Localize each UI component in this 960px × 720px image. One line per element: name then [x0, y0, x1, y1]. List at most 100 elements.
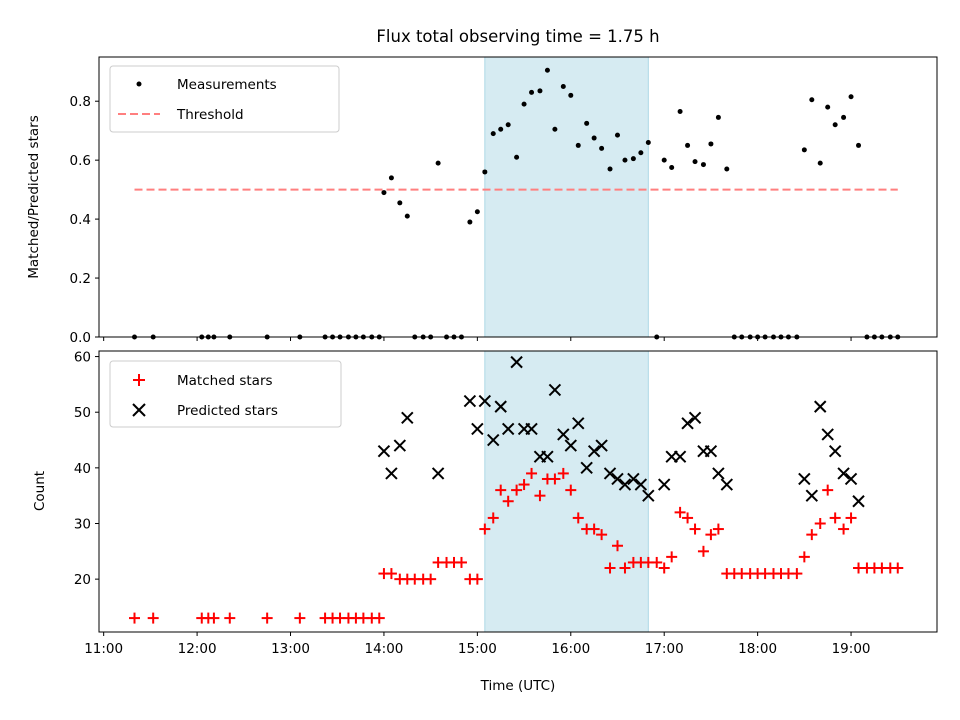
matched-star-point: [689, 523, 701, 535]
bottom-x-axis: 11:00 12:00 13:00 14:00 15:00 16:00 17:00 18:00…: [84, 632, 871, 657]
measurement-point: [669, 165, 675, 171]
measurement-point: [584, 120, 590, 126]
measurement-point: [521, 101, 527, 107]
matched-star-point: [712, 523, 724, 535]
predicted-star-point: [557, 428, 570, 441]
matched-star-point: [455, 556, 467, 568]
matched-star-point: [425, 573, 437, 585]
matched-star-point: [294, 612, 306, 624]
y-tick-label: 50: [74, 405, 91, 421]
measurement-point: [474, 209, 480, 215]
predicted-star-point: [393, 439, 407, 452]
matched-star-point: [658, 562, 670, 574]
top-legend-box: [109, 65, 340, 133]
measurement-point: [435, 160, 441, 166]
predicted-star-point: [720, 478, 734, 491]
predicted-star-point: [618, 478, 632, 491]
x-tick-label: 12:00: [178, 641, 217, 657]
matched-star-point: [588, 523, 600, 535]
legend-matched-label: Matched stars: [177, 373, 273, 389]
predicted-star-point: [471, 422, 484, 436]
predicted-star-point: [821, 428, 834, 441]
x-tick-label: 16:00: [551, 641, 590, 657]
y-tick-label: 0.2: [70, 271, 91, 287]
top-highlight-span: [484, 56, 649, 338]
matched-star-point: [526, 467, 538, 479]
predicted-star-point: [487, 433, 500, 447]
matched-star-point: [479, 523, 491, 535]
bottom-highlight-span: [484, 350, 649, 633]
measurement-point: [505, 122, 511, 128]
predicted-star-point: [837, 467, 850, 480]
matched-star-point: [534, 490, 546, 502]
y-tick-label: 30: [74, 516, 91, 532]
measurement-point: [498, 126, 504, 132]
predicted-star-point: [805, 489, 819, 502]
measurement-point: [638, 150, 644, 156]
y-tick-label: 0.4: [70, 212, 91, 228]
matched-star-point: [604, 562, 616, 574]
top-plot-frame: [98, 56, 938, 338]
measurement-point: [529, 89, 535, 95]
measurement-point: [801, 147, 807, 153]
predicted-star-point: [603, 467, 617, 480]
predicted-star-point: [564, 439, 577, 452]
bottom-y-axis-label: Count: [32, 471, 48, 511]
predicted-star-point: [401, 411, 414, 424]
measurement-point: [677, 109, 683, 115]
predicted-star-point: [798, 472, 811, 486]
x-tick-label: 14:00: [364, 641, 403, 657]
measurement-point: [708, 141, 714, 147]
measurement-point: [482, 169, 488, 175]
x-tick-label: 19:00: [832, 641, 871, 657]
matched-star-point: [557, 467, 569, 479]
measurement-point: [645, 139, 651, 145]
predicted-star-point: [548, 383, 562, 397]
x-tick-label: 17:00: [645, 641, 684, 657]
y-tick-label: 0.6: [70, 153, 91, 169]
bottom-legend: Matched stars Predicted stars: [109, 360, 342, 428]
bottom-series-layer: [129, 355, 904, 624]
bottom-legend-box: [109, 360, 342, 428]
predicted-star-point: [385, 467, 398, 480]
predicted-star-point: [611, 472, 624, 486]
predicted-star-point: [595, 439, 608, 452]
matched-star-point: [666, 551, 678, 563]
top-panel: 0.0 0.2 0.4 0.6 0.8 Flux total observing tim…: [26, 27, 938, 346]
matched-star-point: [565, 484, 577, 496]
measurement-point: [568, 92, 574, 98]
predicted-star-point: [673, 450, 687, 463]
measurement-point: [607, 166, 613, 172]
matched-star-point: [224, 612, 236, 624]
measurement-point: [630, 156, 636, 162]
top-legend: Measurements Threshold: [109, 65, 340, 133]
predicted-star-point: [627, 472, 640, 486]
measurement-point: [397, 200, 403, 206]
matched-star-point: [373, 612, 385, 624]
measurement-point: [599, 145, 605, 151]
matched-star-point: [892, 562, 904, 574]
matched-star-point: [838, 523, 850, 535]
matched-star-point: [806, 529, 818, 541]
matched-star-point: [471, 573, 483, 585]
predicted-star-point: [814, 400, 827, 413]
measurement-point: [622, 157, 628, 163]
predicted-star-point: [510, 355, 523, 369]
matched-star-point: [502, 495, 514, 507]
matched-star-point: [261, 612, 273, 624]
matched-star-point: [697, 545, 709, 557]
predicted-star-point: [642, 489, 655, 502]
measurement-point: [832, 122, 838, 128]
predicted-star-point: [688, 411, 702, 424]
bottom-x-axis-label: Time (UTC): [480, 678, 556, 694]
legend-predicted-label: Predicted stars: [177, 403, 278, 419]
legend-matched-marker: [133, 374, 145, 386]
predicted-star-point: [852, 495, 865, 508]
legend-threshold-label: Threshold: [176, 107, 244, 123]
matched-star-point: [791, 568, 803, 580]
measurement-point: [809, 97, 815, 103]
measurement-point: [575, 142, 581, 148]
top-series-layer: [132, 67, 901, 340]
matched-star-point: [674, 506, 686, 518]
